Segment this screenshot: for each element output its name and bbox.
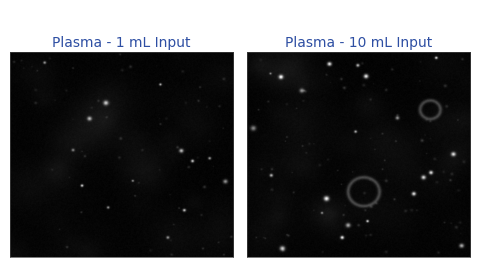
Title: Plasma - 1 mL Input: Plasma - 1 mL Input: [52, 36, 191, 50]
Title: Plasma - 10 mL Input: Plasma - 10 mL Input: [285, 36, 432, 50]
